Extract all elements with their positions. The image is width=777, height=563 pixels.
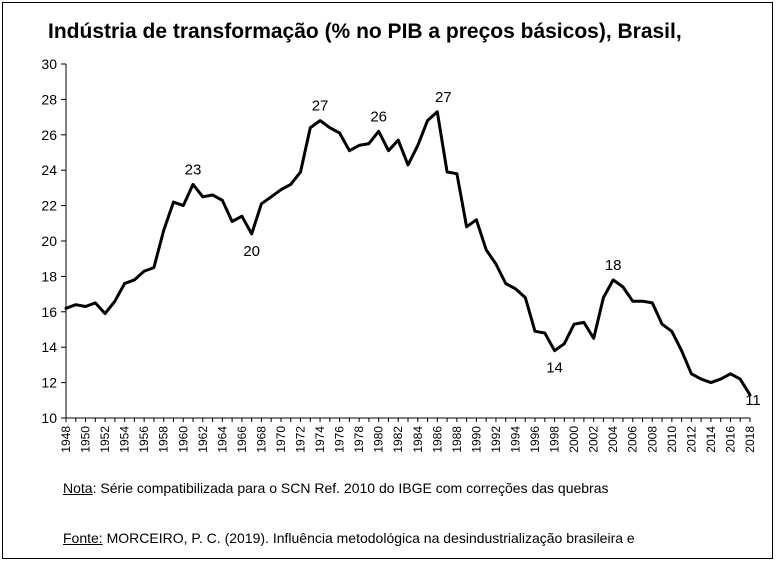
x-tick-label: 1988 — [450, 426, 464, 453]
y-tick-label: 30 — [41, 56, 57, 72]
x-tick-label: 1966 — [235, 426, 249, 453]
x-tick-label: 1964 — [215, 426, 229, 453]
x-tick-label: 2006 — [626, 426, 640, 453]
series-line — [64, 110, 752, 397]
data-label: 26 — [370, 108, 387, 125]
x-tick-label: 2018 — [743, 426, 757, 453]
x-tick-label: 1980 — [372, 426, 386, 453]
y-tick-label: 10 — [41, 410, 57, 426]
x-tick-label: 1952 — [98, 426, 112, 453]
y-tick-label: 14 — [41, 339, 57, 355]
x-tick-label: 1992 — [489, 426, 503, 453]
y-tick-label: 12 — [41, 375, 57, 391]
data-label: 14 — [546, 360, 563, 377]
x-tick-label: 2010 — [665, 426, 679, 453]
x-tick-label: 2002 — [587, 426, 601, 453]
x-tick-label: 2014 — [704, 426, 718, 453]
x-tick-label: 1996 — [528, 426, 542, 453]
y-tick-label: 24 — [41, 162, 57, 178]
x-tick-label: 1976 — [333, 426, 347, 453]
x-tick-label: 1960 — [176, 426, 190, 453]
x-tick-label: 2012 — [684, 426, 698, 453]
x-tick-label: 1998 — [548, 426, 562, 453]
x-tick-label: 1956 — [137, 426, 151, 453]
x-tick-label: 2004 — [606, 426, 620, 453]
y-tick-label: 18 — [41, 268, 57, 284]
x-tick-label: 1950 — [79, 426, 93, 453]
note-text: : Série compatibilizada para o SCN Ref. … — [92, 480, 609, 496]
y-tick-label: 28 — [41, 91, 57, 107]
x-tick-label: 1994 — [508, 426, 522, 453]
x-tick-label: 1978 — [352, 426, 366, 453]
data-label: 11 — [745, 392, 761, 409]
x-tick-label: 1986 — [430, 426, 444, 453]
data-label: 27 — [312, 98, 329, 115]
data-label: 18 — [605, 257, 622, 274]
x-tick-label: 1948 — [59, 426, 73, 453]
x-tick-label: 2000 — [567, 426, 581, 453]
chart-source: Fonte: MORCEIRO, P. C. (2019). Influênci… — [63, 530, 635, 546]
note-label: Nota — [63, 480, 93, 496]
x-tick-label: 1968 — [254, 426, 268, 453]
x-tick-label: 2008 — [645, 426, 659, 453]
x-tick-label: 1972 — [294, 426, 308, 453]
y-tick-label: 26 — [41, 127, 57, 143]
x-tick-label: 1958 — [157, 426, 171, 453]
x-tick-label: 2016 — [723, 426, 737, 453]
x-tick-label: 1954 — [118, 426, 132, 453]
y-tick-label: 20 — [41, 233, 57, 249]
y-tick-label: 16 — [41, 304, 57, 320]
x-tick-label: 1990 — [469, 426, 483, 453]
x-tick-label: 1962 — [196, 426, 210, 453]
source-text: MORCEIRO, P. C. (2019). Influência metod… — [102, 530, 635, 546]
x-tick-label: 1984 — [411, 426, 425, 453]
x-tick-label: 1974 — [313, 426, 327, 453]
data-label: 23 — [185, 161, 202, 178]
chart-title: Indústria de transformação (% no PIB a p… — [48, 20, 682, 43]
source-label: Fonte: — [63, 530, 103, 546]
data-label: 20 — [243, 243, 260, 260]
x-tick-label: 1970 — [274, 426, 288, 453]
data-label: 27 — [435, 89, 452, 106]
y-tick-label: 22 — [41, 198, 57, 214]
x-tick-label: 1982 — [391, 426, 405, 453]
chart-note: Nota: Série compatibilizada para o SCN R… — [63, 480, 609, 496]
